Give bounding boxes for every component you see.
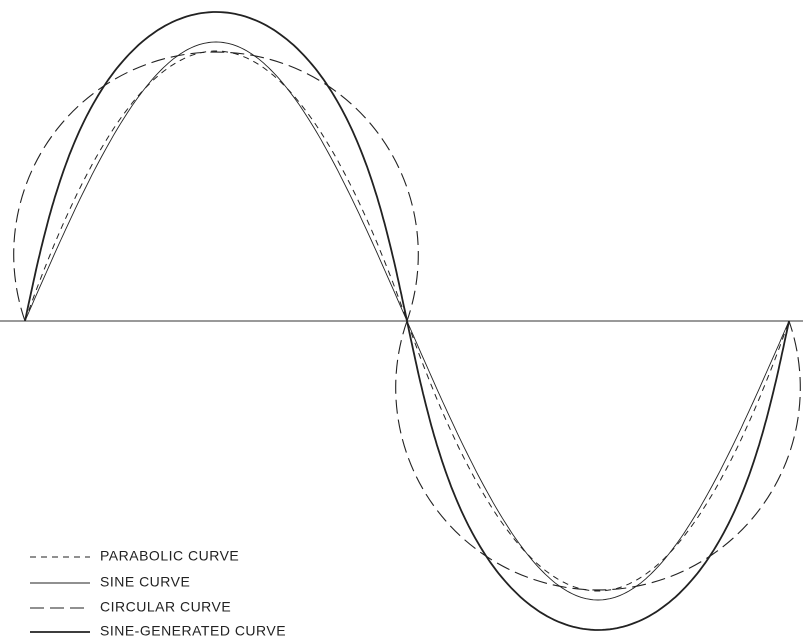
legend-label: SINE-GENERATED CURVE <box>100 623 286 639</box>
sine-generated-curve <box>24 11 790 631</box>
legend-label: PARABOLIC CURVE <box>100 548 239 564</box>
legend: PARABOLIC CURVE SINE CURVE CIRCULAR CURV… <box>30 548 286 639</box>
curves <box>13 11 801 631</box>
circular-curve <box>13 51 801 591</box>
legend-label: SINE CURVE <box>100 574 190 590</box>
legend-label: CIRCULAR CURVE <box>100 599 231 615</box>
